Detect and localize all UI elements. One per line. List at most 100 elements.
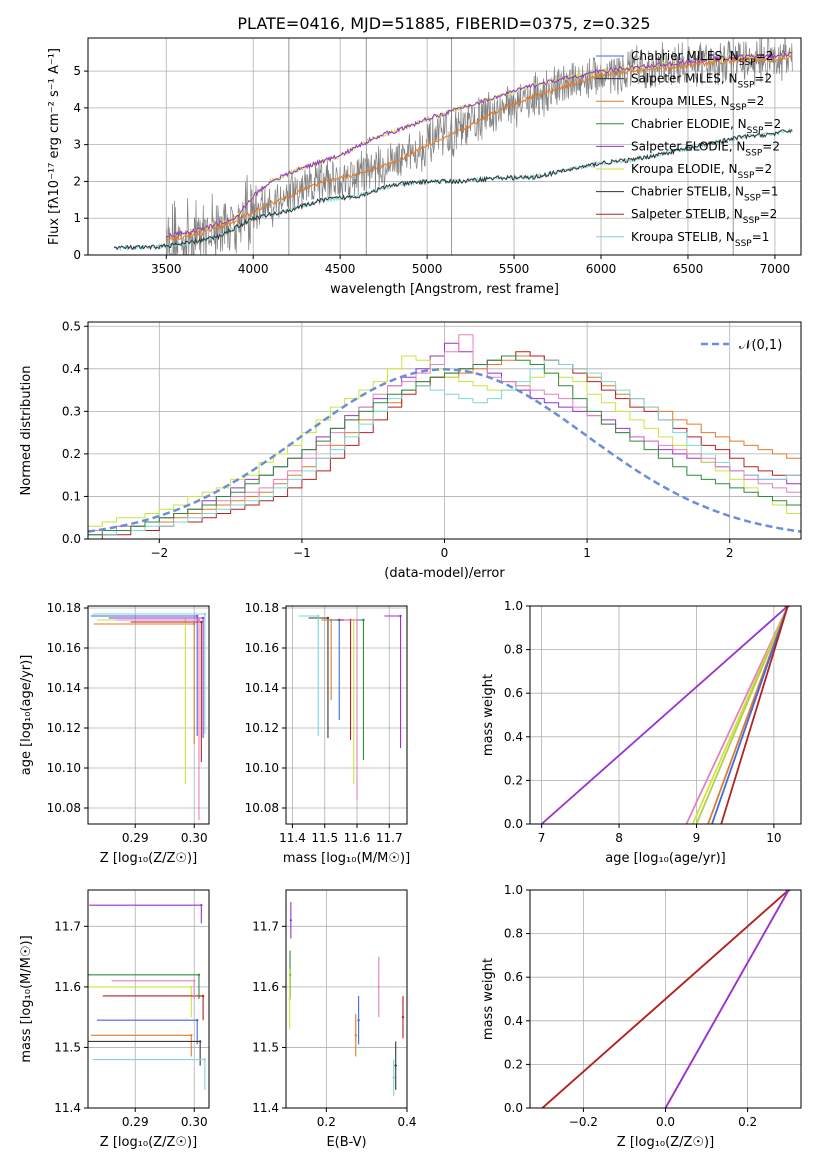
data-point [289, 919, 293, 922]
y-tick-label: 10.10 [245, 761, 279, 775]
y-tick-label: 1.0 [504, 883, 523, 897]
x-tick-label: 5500 [499, 262, 530, 276]
y-tick-label: 0.8 [504, 643, 523, 657]
data-point [354, 1034, 357, 1037]
legend-entry: Salpeter MILES, NSSP=2 [631, 72, 772, 91]
x-tick-label: 0.2 [738, 1115, 757, 1129]
data-point [401, 1015, 405, 1019]
axes-frame [87, 889, 210, 1109]
x-tick-label: 11.7 [376, 831, 403, 845]
mass-weight-line [695, 606, 789, 824]
x-tick-label: 0.2 [317, 1115, 336, 1129]
y-tick-label: 11.4 [54, 1101, 81, 1115]
data-point [377, 985, 380, 989]
model-spectrum-line [114, 127, 793, 252]
model-spectrum-line [165, 50, 793, 239]
y-tick-label: 10.08 [245, 801, 279, 815]
x-tick-label: 0 [441, 546, 449, 560]
plot-area-age-vs-mass [298, 614, 402, 800]
model-spectrum-line [165, 54, 793, 243]
y-tick-label: 10.18 [47, 601, 81, 615]
y-tick-label: 10.12 [245, 721, 279, 735]
legend-subscript: SSP [743, 216, 760, 226]
y-axis-label: mass weight [481, 958, 496, 1040]
panel-mass-weight-vs-age: 7 8 9 10 0.0 0.2 0.4 0.6 0.8 1.0 age [log₁₀(age/yr… [481, 599, 802, 866]
plot-area-mass-vs-Z [88, 903, 207, 1090]
x-tick-label: 5000 [412, 262, 443, 276]
y-tick-label: 0.1 [62, 489, 81, 503]
y-tick-label: 10.10 [47, 761, 81, 775]
data-point [201, 994, 205, 998]
y-tick-label: 0.8 [504, 927, 523, 941]
data-point [329, 618, 333, 622]
data-point [288, 997, 291, 1001]
data-point [326, 616, 330, 620]
data-point [317, 614, 320, 618]
data-point [193, 979, 196, 983]
y-tick-label: 3 [73, 138, 81, 152]
legend-entry: Chabrier STELIB, NSSP=1 [631, 185, 779, 204]
y-tick-label: 10.12 [47, 721, 81, 735]
y-tick-label: 0.0 [62, 532, 81, 546]
plot-area-residuals [88, 334, 801, 539]
data-point [190, 985, 193, 989]
y-tick-label: 11.6 [252, 980, 279, 994]
legend-subscript: SSP [735, 239, 752, 249]
mass-weight-line [685, 606, 789, 824]
data-point [399, 614, 402, 618]
data-point [190, 1034, 193, 1037]
panel-mass-vs-EBV: 0.2 0.4 11.4 11.5 11.6 11.7 E(B-V) [252, 889, 417, 1150]
data-point [203, 612, 207, 616]
y-tick-label: 0.6 [504, 970, 523, 984]
y-tick-label: 0.0 [504, 817, 523, 831]
x-tick-label: 8 [615, 831, 623, 845]
panel-spectrum: 3500 4000 4500 5000 5500 6000 6500 7000 0 1 2 3 4 5 wa… [47, 37, 802, 297]
legend-entry-rest: =2 [756, 49, 774, 63]
y-tick-label: 0.3 [62, 404, 81, 418]
data-point [362, 618, 365, 622]
y-tick-label: 1.0 [504, 599, 523, 613]
y-tick-label: 0.4 [62, 362, 81, 376]
y-tick-label: 0 [73, 248, 81, 262]
x-tick-label: 2 [726, 546, 734, 560]
legend-subscript: SSP [730, 103, 747, 113]
legend-entry-rest: =2 [747, 94, 765, 108]
axes-frame [285, 605, 408, 825]
legend-entry: Kroupa MILES, NSSP=2 [631, 94, 764, 113]
x-tick-label: 0.29 [122, 1115, 149, 1129]
data-point [394, 1064, 397, 1067]
panel-age-vs-mass: 11.4 11.5 11.6 11.7 10.08 10.10 10.12 10.14 10.1… [245, 601, 411, 866]
legend-entry: Chabrier ELODIE, NSSP=2 [631, 117, 781, 136]
x-tick-label: 9 [693, 831, 701, 845]
x-axis-label: Z [log₁₀(Z/Z☉)] [100, 851, 197, 866]
axes-frame [87, 37, 802, 256]
arrow-head [785, 890, 792, 893]
x-axis-label: Z [log₁₀(Z/Z☉)] [100, 1135, 197, 1150]
y-tick-label: 11.7 [252, 919, 279, 933]
y-tick-label: 0.2 [62, 447, 81, 461]
y-axis-label: age [log₁₀(age/yr)] [19, 655, 34, 776]
panel-mass-weight-vs-Z: −0.2 0.0 0.2 0.0 0.2 0.4 0.6 0.8 1.0 Z [log₁₀(Z/Z… [481, 883, 802, 1150]
panel-age-vs-Z: 0.29 0.30 10.08 10.10 10.12 10.14 10.16 10.18 Z … [19, 601, 210, 866]
y-tick-label: 10.08 [47, 801, 81, 815]
y-tick-label: 10.16 [245, 641, 279, 655]
histogram-step-line [88, 359, 801, 536]
legend-subscript: SSP [747, 126, 764, 136]
x-tick-label: 3500 [151, 262, 182, 276]
legend-entry-rest: =1 [752, 230, 770, 244]
legend-subscript: SSP [738, 81, 755, 91]
x-tick-label: 11.6 [344, 831, 371, 845]
x-tick-label: 6000 [586, 262, 617, 276]
y-tick-label: 4 [73, 101, 81, 115]
legend-entry-rest: =1 [761, 185, 779, 199]
plot-area-mass-weight-vs-Z [541, 890, 792, 1108]
y-tick-label: 0.4 [504, 1014, 523, 1028]
plot-area-age-vs-Z [90, 612, 207, 820]
x-tick-label: 4000 [238, 262, 269, 276]
y-tick-label: 0.5 [62, 319, 81, 333]
plot-area-mass-vs-EBV [288, 902, 405, 1096]
axes-frame [87, 321, 802, 540]
x-tick-label: 11.4 [279, 831, 306, 845]
data-point [201, 616, 205, 620]
